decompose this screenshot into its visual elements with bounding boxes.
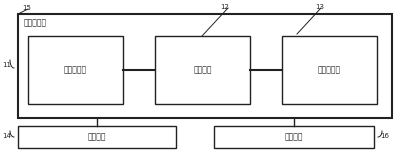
Text: 系统驱动层: 系统驱动层 [24,19,47,27]
Text: 11: 11 [2,62,11,68]
Bar [28,36,123,104]
Bar [214,126,374,148]
Bar [18,14,392,118]
Bar [282,36,377,104]
Text: 12: 12 [220,4,229,10]
Text: 16: 16 [380,133,389,139]
Text: 14: 14 [2,133,11,139]
Text: 磁场传感器: 磁场传感器 [64,65,87,75]
Text: 微控制器: 微控制器 [193,65,212,75]
Text: 13: 13 [315,4,324,10]
Bar [18,126,176,148]
Text: 固定装置: 固定装置 [88,133,106,141]
Bar [155,36,250,104]
Text: 射频收发器: 射频收发器 [318,65,341,75]
Text: 15: 15 [22,5,31,11]
Text: 供电单元: 供电单元 [285,133,303,141]
